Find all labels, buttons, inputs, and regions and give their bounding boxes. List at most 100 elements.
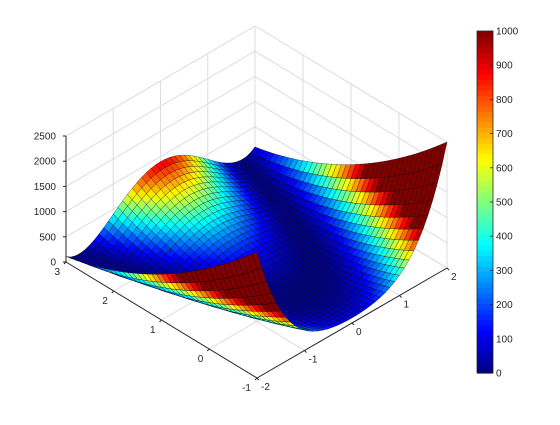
colorbar-swatch — [477, 52, 493, 59]
colorbar-swatch — [477, 367, 493, 374]
colorbar-tick-label: 600 — [496, 163, 513, 174]
grid-line — [254, 50, 448, 168]
colorbar-swatch — [477, 143, 493, 150]
colorbar-swatch — [477, 175, 493, 182]
y-tick-label: 3 — [54, 267, 60, 278]
colorbar-tick-label: 700 — [496, 129, 513, 140]
z-tick-label: 2000 — [34, 157, 57, 168]
surface-mesh — [65, 141, 448, 332]
surface-patch — [251, 251, 263, 270]
colorbar-swatch — [477, 260, 493, 267]
colorbar-swatch — [477, 31, 493, 37]
colorbar-swatch — [477, 84, 493, 91]
z-tick-label: 500 — [39, 232, 56, 243]
colorbar-tick-label: 0 — [496, 369, 502, 380]
x-tick-mark — [399, 295, 402, 298]
colorbar-swatch — [477, 63, 493, 69]
colorbar-swatch — [477, 298, 493, 305]
z-tick-label: 2500 — [34, 132, 57, 143]
colorbar-swatch — [477, 282, 493, 289]
grid-line — [65, 25, 256, 137]
colorbar-swatch — [477, 159, 493, 166]
colorbar-tick-label: 1000 — [496, 27, 519, 38]
colorbar-swatch — [477, 95, 493, 102]
colorbar-swatch — [477, 218, 493, 224]
colorbar-swatch — [477, 41, 493, 48]
colorbar-swatch — [477, 137, 493, 144]
colorbar-swatch — [477, 255, 493, 262]
x-tick-label: 0 — [356, 327, 362, 338]
colorbar-swatch — [477, 340, 493, 347]
colorbar-swatch — [477, 111, 493, 118]
colorbar-swatch — [477, 100, 493, 107]
colorbar-swatch — [477, 169, 493, 176]
colorbar-swatch — [477, 287, 493, 294]
axes-box — [63, 135, 450, 381]
colorbar-swatch — [477, 191, 493, 198]
colorbar-swatch — [477, 105, 493, 112]
colorbar-swatch — [477, 239, 493, 246]
colorbar-tick-label: 800 — [496, 95, 513, 106]
colorbar-tick-label: 500 — [496, 198, 513, 209]
x-tick-mark — [446, 267, 450, 271]
colorbar-swatch — [477, 185, 493, 192]
colorbar-swatch — [477, 223, 493, 230]
colorbar-swatch — [477, 266, 493, 273]
x-tick-label: -1 — [309, 355, 318, 366]
colorbar-swatch — [477, 319, 493, 326]
colorbar-swatch — [477, 153, 493, 160]
colorbar-swatch — [477, 351, 493, 358]
y-tick-label: 0 — [198, 354, 204, 365]
colorbar-swatch — [477, 148, 493, 155]
colorbar-swatch — [477, 228, 493, 235]
colorbar-swatch — [477, 36, 493, 43]
colorbar-tick-label: 300 — [496, 266, 513, 277]
colorbar-swatch — [477, 276, 493, 283]
x-tick-label: 1 — [404, 300, 410, 311]
grid-line — [65, 101, 256, 213]
colorbar-swatch — [477, 127, 493, 134]
colorbar-swatch — [477, 73, 493, 80]
colorbar-swatch — [477, 362, 493, 369]
grid-line — [65, 75, 256, 187]
x-tick-label: 2 — [451, 272, 457, 283]
colorbar-swatch — [477, 234, 493, 240]
colorbar-swatch — [477, 356, 493, 363]
x-tick-mark — [351, 322, 355, 326]
colorbar-swatch — [477, 314, 493, 321]
grid-line — [254, 25, 448, 143]
colorbar-swatch — [477, 202, 493, 208]
colorbar-swatch — [477, 164, 493, 171]
colorbar-tick-label: 400 — [496, 232, 513, 243]
y-tick-mark — [206, 348, 210, 352]
colorbar-swatch — [477, 47, 493, 53]
y-tick-label: 1 — [150, 325, 156, 336]
colorbar-swatch — [477, 132, 493, 139]
colorbar-swatch — [477, 116, 493, 123]
grid-line — [65, 50, 256, 162]
colorbar-swatch — [477, 212, 493, 219]
colorbar-swatch — [477, 292, 493, 299]
colorbar-swatch — [477, 308, 493, 315]
y-tick-mark — [159, 319, 162, 323]
z-tick-label: 0 — [50, 258, 56, 269]
colorbar-swatch — [477, 79, 493, 86]
z-tick-label: 1500 — [34, 182, 57, 193]
colorbar-swatch — [477, 121, 493, 128]
colorbar-swatch — [477, 250, 493, 257]
colorbar-swatch — [477, 324, 493, 331]
colorbar-swatch — [477, 244, 493, 251]
colorbar-swatch — [477, 180, 493, 187]
colorbar-tick-label: 900 — [496, 61, 513, 72]
colorbar: 0 100 200 300 400 500 600 700 800 900 1000 — [476, 27, 519, 380]
colorbar-swatch — [477, 196, 493, 203]
colorbar-tick-label: 100 — [496, 334, 513, 345]
colorbar-swatch — [477, 346, 493, 353]
colorbar-swatch — [477, 57, 493, 64]
y-tick-mark — [254, 377, 258, 381]
colorbar-tick-label: 200 — [496, 300, 513, 311]
colorbar-swatch — [477, 89, 493, 96]
